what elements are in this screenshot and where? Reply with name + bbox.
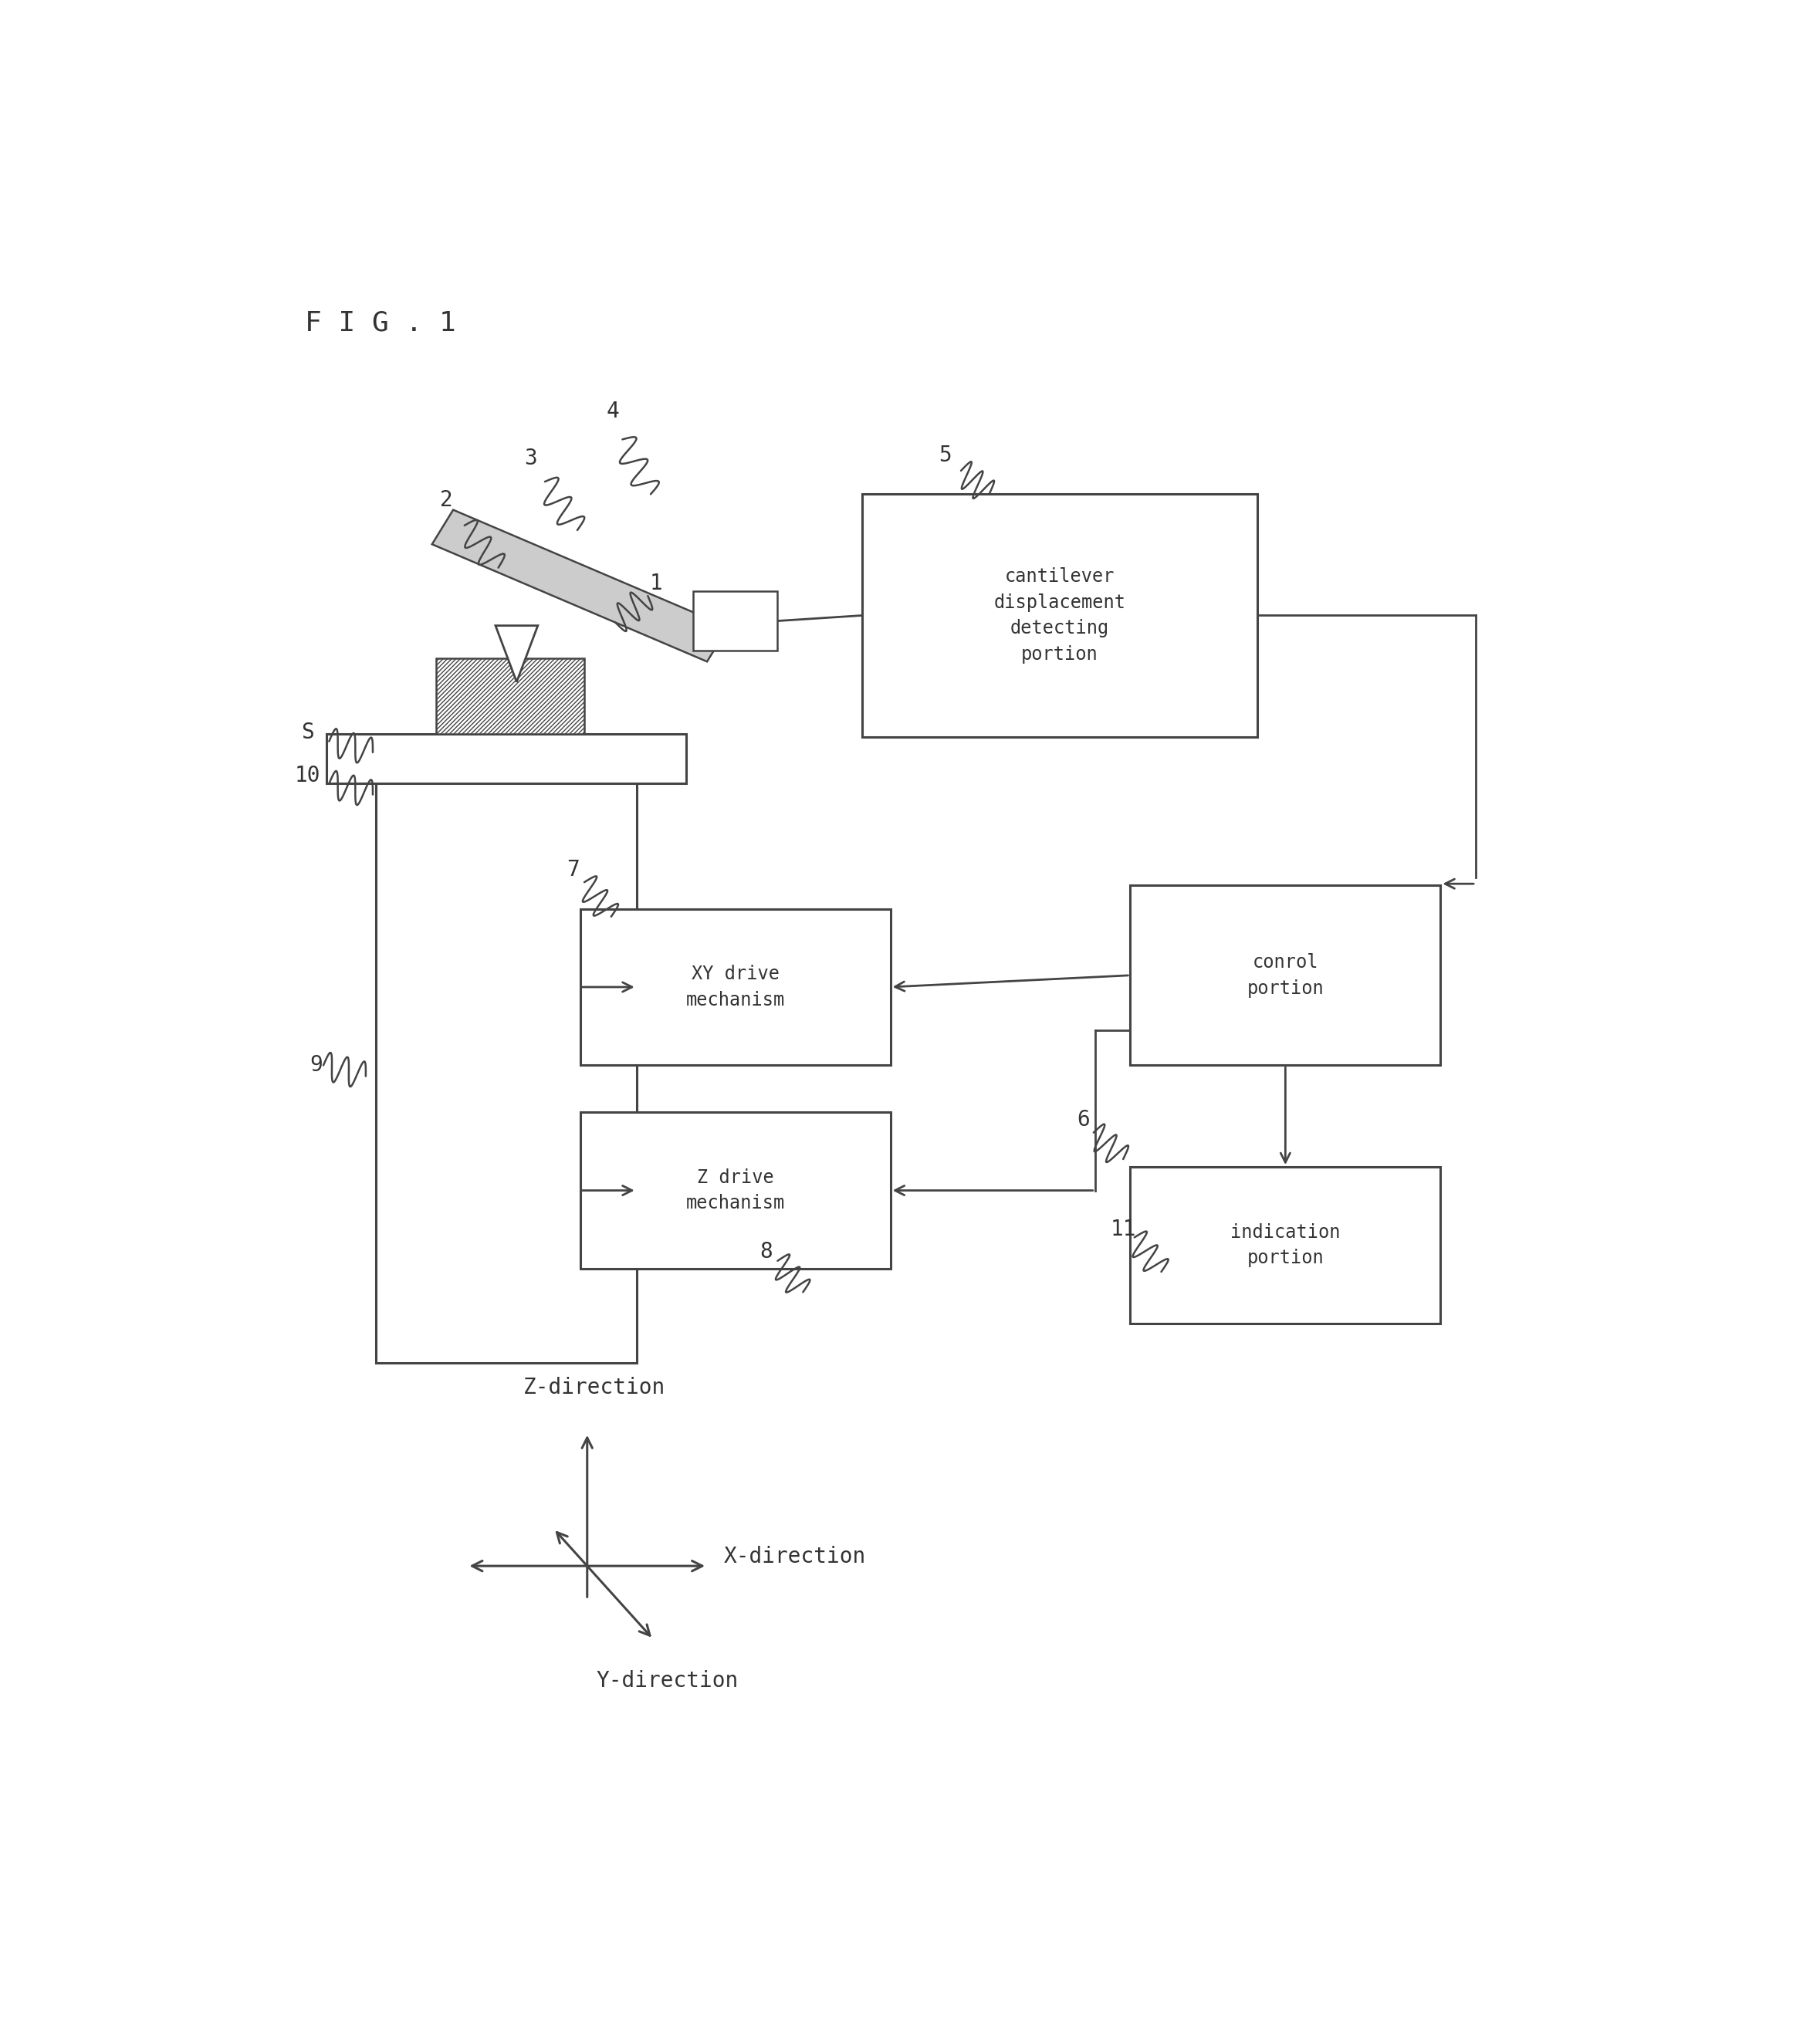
Polygon shape <box>431 510 728 662</box>
Text: Z drive
mechanism: Z drive mechanism <box>686 1168 784 1213</box>
FancyBboxPatch shape <box>1130 886 1441 1065</box>
Text: Z-direction: Z-direction <box>522 1378 666 1398</box>
Text: S: S <box>302 721 315 744</box>
FancyBboxPatch shape <box>1130 1166 1441 1323</box>
Bar <box>326 734 686 784</box>
Text: 3: 3 <box>524 447 537 469</box>
Text: 5: 5 <box>939 445 952 465</box>
Text: conrol
portion: conrol portion <box>1247 953 1323 998</box>
FancyBboxPatch shape <box>581 1112 890 1268</box>
Text: 2: 2 <box>440 490 453 512</box>
Text: F I G . 1: F I G . 1 <box>306 309 457 335</box>
Text: 11: 11 <box>1110 1219 1136 1240</box>
Bar <box>375 744 637 1363</box>
Polygon shape <box>495 626 539 683</box>
Bar <box>437 658 584 734</box>
FancyBboxPatch shape <box>863 494 1258 738</box>
Text: 9: 9 <box>309 1055 322 1077</box>
Text: X-direction: X-direction <box>724 1546 866 1567</box>
Text: cantilever
displacement
detecting
portion: cantilever displacement detecting portio… <box>994 567 1127 664</box>
Text: 8: 8 <box>759 1242 774 1262</box>
Text: 10: 10 <box>295 764 320 786</box>
Text: 1: 1 <box>650 573 662 593</box>
Text: 6: 6 <box>1077 1109 1090 1132</box>
Text: Y-direction: Y-direction <box>597 1670 739 1693</box>
FancyBboxPatch shape <box>581 908 890 1065</box>
Text: 4: 4 <box>606 400 619 423</box>
Text: XY drive
mechanism: XY drive mechanism <box>686 965 784 1010</box>
Text: 7: 7 <box>566 860 579 880</box>
Bar <box>693 591 777 650</box>
Text: indication
portion: indication portion <box>1230 1223 1340 1268</box>
